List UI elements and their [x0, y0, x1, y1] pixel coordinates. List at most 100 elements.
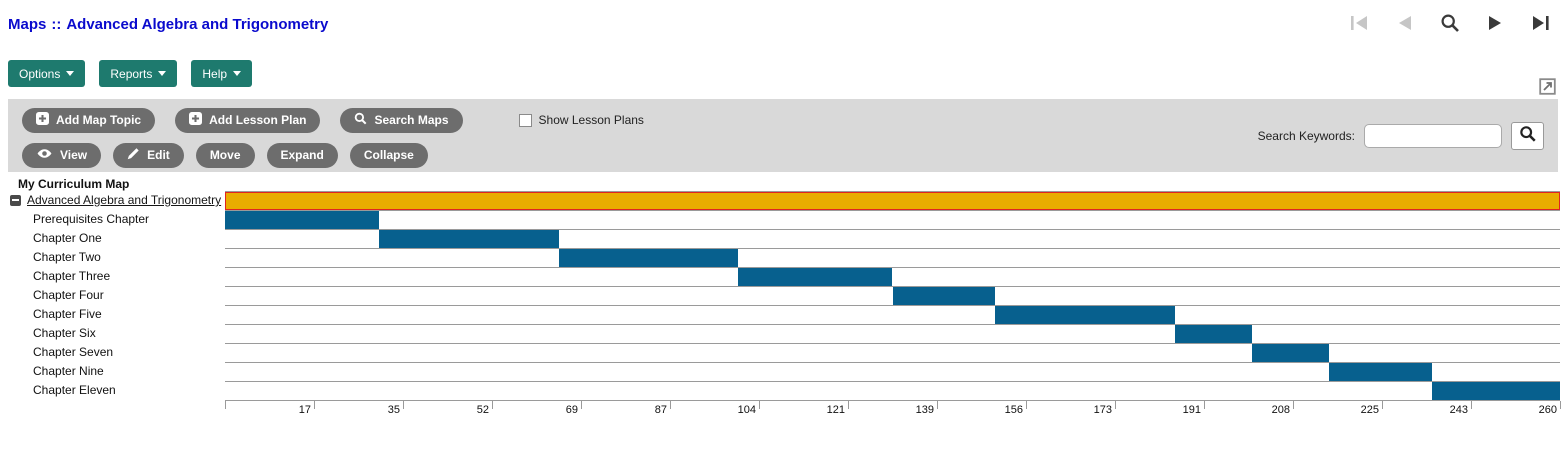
gantt-row-track	[225, 362, 1560, 381]
axis-tick-label: 104	[737, 404, 756, 416]
tree-root-label: My Curriculum Map	[18, 177, 130, 191]
gantt-row-track	[225, 248, 1560, 267]
collapse-toggle-icon[interactable]	[10, 195, 21, 206]
gantt-row-track	[225, 210, 1560, 229]
breadcrumb-separator: ::	[51, 16, 62, 33]
popout-window-icon[interactable]	[1539, 78, 1556, 100]
axis-tick-label: 260	[1538, 404, 1557, 416]
pager-nav	[1350, 13, 1550, 33]
gantt-axis: 17 35 52 69 87 104 121 139 156 173 191 208 225 243 260	[225, 401, 1561, 425]
gantt-row-track	[225, 229, 1560, 248]
map-gantt-bar[interactable]	[225, 192, 1560, 210]
chapter-row-label: Chapter Six	[33, 326, 96, 340]
chevron-down-icon	[158, 71, 167, 76]
axis-tick	[1471, 401, 1472, 409]
chapter-gantt-bar[interactable]	[379, 230, 559, 248]
gantt-row-track	[225, 381, 1560, 401]
help-menu-label: Help	[202, 66, 228, 81]
chapter-gantt-bar[interactable]	[738, 268, 893, 286]
view-button[interactable]: View	[22, 142, 102, 168]
show-lesson-plans-checkbox[interactable]	[518, 113, 532, 127]
search-keywords-input[interactable]	[1364, 123, 1502, 148]
breadcrumb: Maps:: Advanced Algebra and Trigonometry	[8, 16, 328, 33]
reports-menu-button[interactable]: Reports	[99, 60, 178, 87]
chapter-gantt-bar[interactable]	[1431, 382, 1560, 400]
chapter-gantt-bar[interactable]	[1251, 344, 1329, 362]
move-button[interactable]: Move	[195, 142, 255, 168]
toolbar-row-2: View Edit Move Expand Collapse	[22, 142, 1544, 168]
last-page-icon[interactable]	[1531, 14, 1550, 32]
chevron-down-icon	[233, 71, 242, 76]
chevron-down-icon	[66, 71, 75, 76]
axis-tick	[1204, 401, 1205, 409]
edit-button[interactable]: Edit	[113, 142, 184, 168]
axis-tick-label: 173	[1093, 404, 1112, 416]
toolbar-row-1: Add Map Topic Add Lesson Plan Search Map…	[22, 107, 1544, 133]
search-icon	[1519, 125, 1537, 146]
search-icon[interactable]	[1440, 13, 1460, 33]
curriculum-map-gantt: My Curriculum Map Advanced Algebra and T…	[0, 178, 1566, 425]
axis-tick	[759, 401, 760, 409]
chart-spacer	[225, 178, 1560, 191]
map-link[interactable]: Advanced Algebra and Trigonometry	[27, 193, 222, 207]
axis-tick-label: 139	[915, 404, 934, 416]
chapter-gantt-bar[interactable]	[558, 249, 739, 267]
chapter-row-label: Chapter Four	[33, 288, 104, 302]
page-header: Maps:: Advanced Algebra and Trigonometry	[0, 0, 1566, 60]
axis-tick	[1026, 401, 1027, 409]
axis-tick-label: 35	[387, 404, 400, 416]
axis-tick-label: 69	[565, 404, 578, 416]
collapse-button[interactable]: Collapse	[349, 142, 428, 168]
plus-icon	[189, 112, 203, 128]
chapter-row-label: Chapter Nine	[33, 364, 104, 378]
search-icon	[354, 112, 367, 128]
axis-tick-label: 87	[654, 404, 667, 416]
axis-tick	[225, 401, 226, 409]
search-maps-button[interactable]: Search Maps	[340, 107, 463, 133]
map-toolbar: Add Map Topic Add Lesson Plan Search Map…	[8, 99, 1558, 172]
chapter-row-label: Prerequisites Chapter	[33, 212, 150, 226]
menu-bar: Options Reports Help	[0, 60, 1566, 87]
axis-tick	[937, 401, 938, 409]
add-map-topic-label: Add Map Topic	[56, 113, 142, 127]
chapter-row-label: Chapter Three	[33, 269, 111, 283]
chapter-gantt-bar[interactable]	[892, 287, 996, 305]
chapter-gantt-bar[interactable]	[225, 211, 380, 229]
axis-tick-label: 121	[826, 404, 845, 416]
help-menu-button[interactable]: Help	[191, 60, 253, 87]
expand-label: Expand	[280, 148, 324, 162]
expand-button[interactable]: Expand	[266, 142, 338, 168]
axis-tick-label: 17	[298, 404, 311, 416]
pencil-icon	[127, 147, 140, 163]
first-page-icon[interactable]	[1350, 14, 1369, 32]
chapter-gantt-bar[interactable]	[1174, 325, 1252, 343]
axis-tick	[1115, 401, 1116, 409]
chapter-row-label: Chapter Two	[33, 250, 101, 264]
gantt-tracks	[225, 191, 1560, 401]
gantt-row-track	[225, 305, 1560, 324]
page-title: Advanced Algebra and Trigonometry	[66, 16, 329, 33]
axis-tick	[1293, 401, 1294, 409]
breadcrumb-maps-link[interactable]: Maps	[8, 16, 47, 33]
reports-menu-label: Reports	[110, 66, 153, 81]
options-menu-label: Options	[19, 66, 61, 81]
edit-label: Edit	[147, 148, 170, 162]
chapter-gantt-bar[interactable]	[1328, 363, 1432, 381]
add-lesson-plan-button[interactable]: Add Lesson Plan	[175, 107, 321, 133]
options-menu-button[interactable]: Options	[8, 60, 86, 87]
next-page-icon[interactable]	[1487, 14, 1504, 32]
search-keywords-label: Search Keywords:	[1257, 128, 1355, 143]
gantt-chart-column: 17 35 52 69 87 104 121 139 156 173 191 208 225 243 260	[225, 178, 1561, 425]
add-map-topic-button[interactable]: Add Map Topic	[22, 107, 156, 133]
show-lesson-plans-group: Show Lesson Plans	[518, 113, 644, 127]
map-row-label[interactable]: Advanced Algebra and Trigonometry	[0, 191, 225, 210]
chapter-gantt-bar[interactable]	[995, 306, 1175, 324]
eye-icon	[36, 148, 53, 162]
axis-tick-label: 52	[476, 404, 489, 416]
chapter-row-label: Chapter One	[33, 231, 102, 245]
search-keywords-button[interactable]	[1511, 121, 1544, 150]
chapter-row-label: Chapter Eleven	[33, 383, 116, 397]
show-lesson-plans-label: Show Lesson Plans	[538, 113, 644, 127]
previous-page-icon[interactable]	[1396, 14, 1413, 32]
gantt-row-track	[225, 191, 1560, 210]
